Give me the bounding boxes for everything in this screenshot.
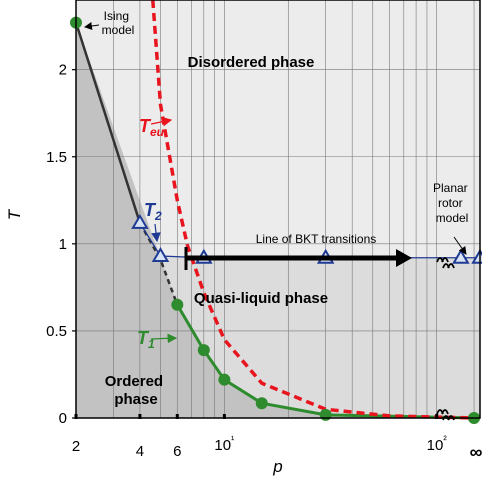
- t1-point-5: [319, 408, 332, 421]
- t1-arrow: [150, 333, 178, 344]
- t1-point-4: [255, 397, 268, 410]
- ordered-phase-label-line2: phase: [114, 391, 157, 408]
- x-tick-label-2: 6: [173, 443, 181, 460]
- y-tick-label-0: 0: [59, 410, 67, 427]
- y-tick-label-2: 1: [59, 236, 67, 253]
- axis-break-marks: [436, 257, 455, 421]
- t1-curve: [175, 304, 475, 420]
- y-tick-label-1: 0.5: [46, 323, 67, 340]
- t1-sub: 1: [148, 337, 155, 351]
- t2-point-4: [452, 248, 470, 264]
- t2-point-1: [151, 247, 170, 263]
- t-eu-main: T: [139, 116, 152, 136]
- axis-ticks: 2 4 6 10¹ 10² ∞ 0 0.5 1 1.5 2: [46, 62, 482, 462]
- ordered-boundary-solid: [74, 22, 142, 224]
- rotor-label-line1: Planar: [433, 181, 468, 195]
- t-eu-sub: eu: [150, 125, 165, 139]
- ising-label-line1: Ising: [104, 9, 129, 23]
- t2-point-0: [131, 213, 149, 229]
- x-tick-label-infinity: ∞: [470, 442, 482, 462]
- planar-rotor-label: Planar rotor model: [433, 181, 471, 225]
- planar-rotor-arrow: [453, 236, 467, 255]
- t2-label: T2: [144, 200, 162, 223]
- ising-arrow: [84, 22, 100, 30]
- ordered-phase-label-line1: Ordered: [105, 373, 163, 390]
- t2-sub: 2: [154, 209, 162, 223]
- t-eu-arrow: [150, 116, 173, 127]
- x-tick-label-0: 2: [72, 438, 80, 455]
- grid-lines: [76, 0, 480, 418]
- t1-label: T1: [137, 328, 155, 351]
- t2-main: T: [144, 200, 157, 220]
- rotor-label-line2: rotor: [438, 196, 463, 210]
- t1-point-2: [197, 344, 210, 357]
- disordered-phase-label: Disordered phase: [188, 54, 315, 71]
- t1-point-1: [171, 298, 184, 311]
- plot-frame: [75, 0, 481, 419]
- ordered-region: [76, 22, 475, 419]
- ising-label-line2: model: [102, 23, 135, 37]
- t-eu-label: Teu: [139, 116, 165, 139]
- y-tick-label-4: 2: [59, 62, 67, 79]
- rotor-label-line3: model: [436, 211, 469, 225]
- y-axis-title: T: [5, 208, 24, 220]
- bkt-arrow-head: [396, 249, 412, 267]
- data-markers: [70, 16, 482, 424]
- t1-point-3: [218, 373, 231, 386]
- x-tick-label-1: 4: [136, 443, 144, 460]
- t1-main: T: [137, 328, 150, 348]
- x-axis-title: p: [272, 457, 282, 476]
- quasi-liquid-phase-label: Quasi-liquid phase: [194, 290, 328, 307]
- x-tick-label-4: 10²: [427, 435, 448, 454]
- x-tick-label-3: 10¹: [214, 435, 235, 454]
- y-tick-label-3: 1.5: [46, 149, 67, 166]
- t2-arrow: [151, 223, 161, 243]
- t-eu-curve: [151, 0, 475, 420]
- ising-model-label: Ising model: [102, 9, 135, 37]
- ordered-phase-label: Ordered phase: [105, 373, 168, 408]
- bkt-line-label: Line of BKT transitions: [256, 232, 377, 246]
